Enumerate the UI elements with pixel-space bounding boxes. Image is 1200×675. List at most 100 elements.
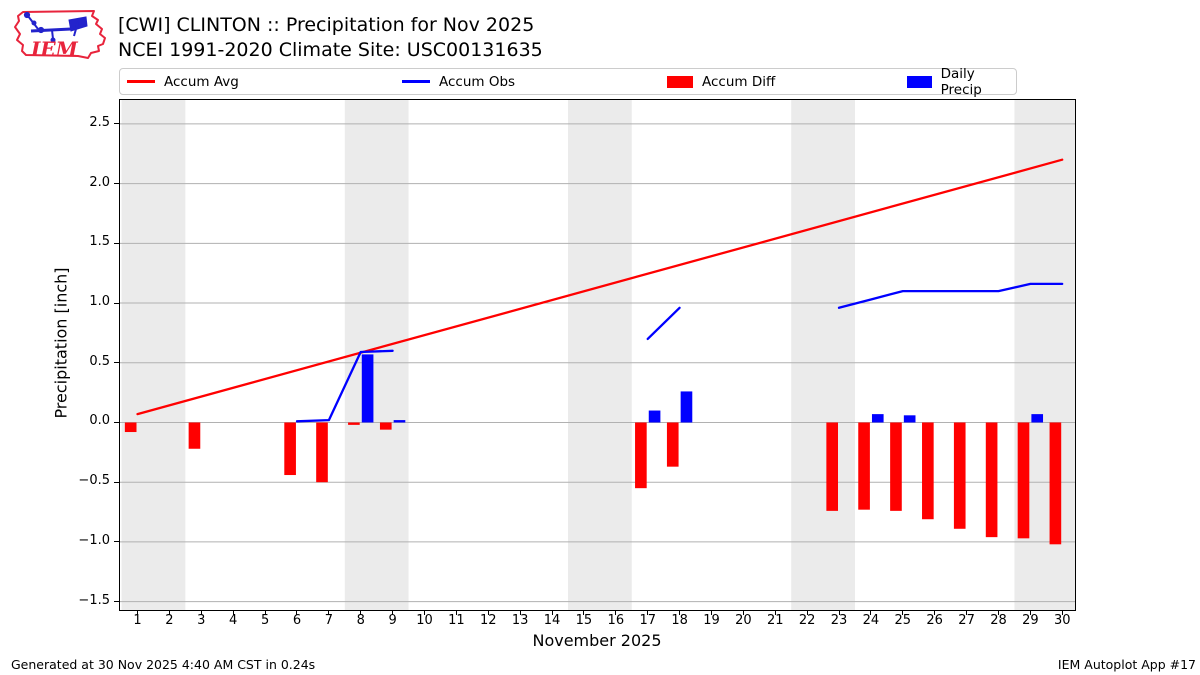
x-tick-mark xyxy=(551,610,553,615)
y-tick-mark xyxy=(114,123,119,125)
accum-diff-bar xyxy=(1017,422,1030,539)
x-tick-mark xyxy=(710,610,712,615)
x-tick-label: 1 xyxy=(133,613,142,628)
daily-precip-bar xyxy=(393,420,406,423)
x-tick-mark xyxy=(934,610,936,615)
accum-diff-bar xyxy=(348,422,360,425)
x-tick-label: 15 xyxy=(575,613,593,628)
footer-app-text: IEM Autoplot App #17 xyxy=(1057,657,1196,672)
x-tick-mark xyxy=(296,610,298,615)
x-tick-label: 27 xyxy=(958,613,975,628)
x-tick-mark xyxy=(455,610,457,615)
x-tick-mark xyxy=(774,610,776,615)
y-tick-mark xyxy=(114,242,119,244)
legend-label: Accum Obs xyxy=(439,73,516,90)
accum-obs-line xyxy=(295,349,394,423)
x-tick-label: 26 xyxy=(926,613,943,628)
y-tick-label: 2.0 xyxy=(89,174,110,190)
title-block: [CWI] CLINTON :: Precipitation for Nov 2… xyxy=(118,13,543,63)
legend-label: Accum Avg xyxy=(164,73,239,90)
daily-precip-bar xyxy=(1031,414,1044,423)
x-tick-label: 30 xyxy=(1053,613,1071,628)
x-tick-label: 23 xyxy=(830,613,848,628)
accum-diff-bar xyxy=(985,422,998,538)
x-tick-label: 5 xyxy=(260,613,270,628)
x-tick-mark xyxy=(360,610,362,615)
x-tick-mark xyxy=(647,610,649,615)
x-tick-label: 19 xyxy=(703,613,720,628)
x-tick-mark xyxy=(838,610,840,615)
accum-diff-bar xyxy=(1049,422,1062,545)
daily-precip-bar xyxy=(680,391,693,423)
x-tick-label: 3 xyxy=(197,613,206,628)
x-tick-mark xyxy=(679,610,681,615)
legend-label: Accum Diff xyxy=(702,73,776,90)
x-tick-mark xyxy=(997,610,999,615)
accum-diff-bar xyxy=(826,422,839,511)
x-tick-label: 9 xyxy=(388,613,397,628)
accum-diff-bar xyxy=(666,422,679,467)
x-tick-mark xyxy=(487,610,489,615)
y-tick-mark xyxy=(114,302,119,304)
daily-precip-bar xyxy=(361,354,374,423)
chart-subtitle: NCEI 1991-2020 Climate Site: USC00131635 xyxy=(118,39,543,61)
daily-precip-box-swatch xyxy=(907,75,932,88)
accum-diff-bar xyxy=(922,422,934,520)
x-tick-label: 10 xyxy=(416,613,433,628)
x-tick-label: 16 xyxy=(607,613,625,628)
x-tick-mark xyxy=(1061,610,1063,615)
y-tick-label: 1.0 xyxy=(89,294,110,310)
x-tick-label: 12 xyxy=(480,613,497,628)
accum-diff-bar xyxy=(316,422,328,483)
accum-diff-bar xyxy=(858,422,870,510)
iem-logo-text: IEM xyxy=(30,37,79,61)
footer-generated-text: Generated at 30 Nov 2025 4:40 AM CST in … xyxy=(11,657,316,672)
legend-entry-accum-diff: Accum Diff xyxy=(667,69,775,94)
x-tick-mark xyxy=(137,610,139,615)
x-tick-mark xyxy=(392,610,394,615)
x-tick-label: 22 xyxy=(798,613,816,628)
x-tick-mark xyxy=(806,610,808,615)
x-tick-label: 21 xyxy=(766,613,784,628)
x-tick-label: 24 xyxy=(862,613,880,628)
daily-precip-bar xyxy=(648,410,661,423)
x-tick-mark xyxy=(232,610,234,615)
accum-diff-bar xyxy=(953,422,966,529)
daily-precip-bar xyxy=(871,414,884,423)
iowa-outline-icon: IEM xyxy=(14,10,106,61)
x-tick-label: 18 xyxy=(671,613,688,628)
accum-diff-bar xyxy=(635,422,647,489)
x-tick-label: 28 xyxy=(990,613,1007,628)
accum-avg-line-swatch xyxy=(127,80,155,83)
y-tick-mark xyxy=(114,183,119,185)
legend-entry-accum-avg: Accum Avg xyxy=(127,69,239,94)
x-tick-mark xyxy=(519,610,521,615)
x-tick-mark xyxy=(424,610,426,615)
iem-logo: IEM xyxy=(8,6,108,62)
accum-diff-bar xyxy=(284,422,296,476)
y-tick-label: 1.5 xyxy=(89,234,110,250)
legend-entry-accum-obs: Accum Obs xyxy=(402,69,515,94)
x-tick-label: 2 xyxy=(165,613,174,628)
legend: Accum Avg Accum Obs Accum Diff Daily Pre… xyxy=(119,66,1017,98)
x-tick-label: 20 xyxy=(735,613,752,628)
x-tick-label: 11 xyxy=(448,613,465,628)
accum-diff-bar xyxy=(124,422,137,433)
x-tick-mark xyxy=(870,610,872,615)
x-axis-label: November 2025 xyxy=(532,631,662,650)
y-tick-mark xyxy=(114,601,119,603)
x-tick-mark xyxy=(742,610,744,615)
x-tick-mark xyxy=(615,610,617,615)
x-tick-mark xyxy=(966,610,968,615)
chart-title: [CWI] CLINTON :: Precipitation for Nov 2… xyxy=(118,14,535,36)
x-tick-label: 7 xyxy=(324,613,333,628)
y-tick-label: 0.5 xyxy=(89,353,110,369)
accum-avg-line xyxy=(136,158,1064,416)
accum-diff-bar xyxy=(890,422,902,511)
x-tick-label: 14 xyxy=(543,613,561,628)
y-tick-mark xyxy=(114,362,119,364)
x-tick-mark xyxy=(264,610,266,615)
accum-obs-line xyxy=(646,306,681,341)
x-tick-label: 8 xyxy=(356,613,365,628)
